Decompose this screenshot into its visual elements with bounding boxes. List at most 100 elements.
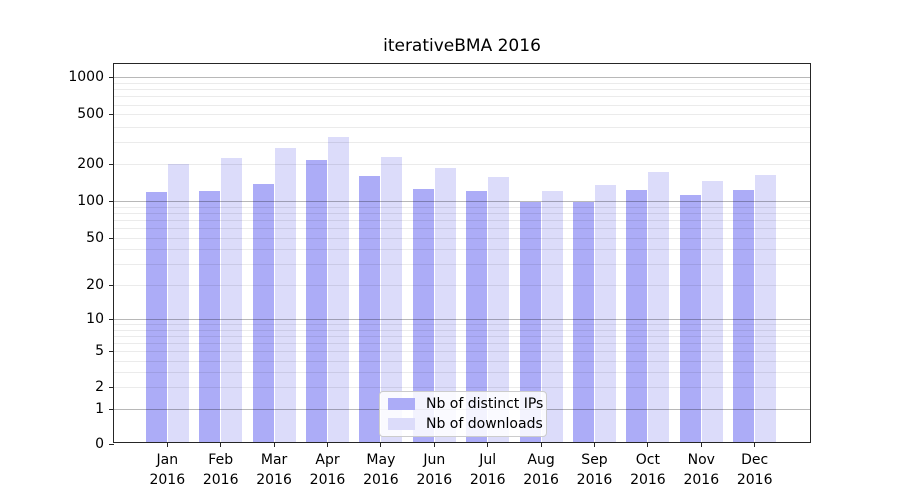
bar-nb-of-downloads-feb xyxy=(221,158,243,442)
bar-nb-of-distinct-ips-jun xyxy=(412,188,434,442)
minor-gridline-2 xyxy=(114,387,810,389)
y-tick-label-5: 5 xyxy=(95,343,104,360)
y-tick-0 xyxy=(109,444,114,445)
legend-item-downloads: Nb of downloads xyxy=(388,416,543,432)
x-tick-sep xyxy=(594,442,595,447)
month-label: Aug xyxy=(527,452,555,468)
bar-nb-of-downloads-sep xyxy=(595,184,616,442)
x-tick-label-apr: Apr 2016 xyxy=(310,450,346,490)
legend-label-distinct-ips: Nb of distinct IPs xyxy=(426,396,544,412)
bar-nb-of-downloads-aug xyxy=(541,191,563,442)
y-tick-20 xyxy=(109,284,114,286)
minor-gridline-20 xyxy=(114,284,810,286)
month-label: Nov xyxy=(687,452,715,468)
bar-nb-of-distinct-ips-aug xyxy=(519,201,541,442)
bar-nb-of-downloads-jan xyxy=(167,164,189,442)
legend: Nb of distinct IPs Nb of downloads xyxy=(379,391,547,437)
x-tick-apr xyxy=(327,442,328,447)
y-tick-label-2: 2 xyxy=(95,379,104,396)
x-tick-label-nov: Nov 2016 xyxy=(683,450,719,490)
bar-nb-of-downloads-jun xyxy=(434,168,456,442)
bar-nb-of-downloads-nov xyxy=(701,180,723,442)
bar-nb-of-distinct-ips-apr xyxy=(306,159,327,442)
month-label: Jan xyxy=(156,452,179,468)
minor-gridline-700 xyxy=(114,96,810,98)
legend-swatch-distinct-ips xyxy=(388,398,415,410)
chart-title: iterativeBMA 2016 xyxy=(383,36,541,56)
bar-nb-of-downloads-oct xyxy=(648,172,670,442)
y-tick-label-10: 10 xyxy=(86,311,104,328)
year-label: 2016 xyxy=(576,472,613,488)
year-label: 2016 xyxy=(736,472,773,488)
minor-gridline-500 xyxy=(114,114,810,116)
minor-gridline-40 xyxy=(114,249,810,251)
x-tick-label-jun: Jun 2016 xyxy=(416,450,452,490)
y-tick-label-200: 200 xyxy=(77,155,104,172)
y-tick-5 xyxy=(109,351,114,353)
year-label: 2016 xyxy=(202,472,239,488)
bar-nb-of-distinct-ips-jul xyxy=(466,190,488,442)
minor-gridline-300 xyxy=(114,142,810,143)
month-label: Oct xyxy=(635,452,660,468)
minor-gridline-800 xyxy=(114,89,810,91)
y-tick-1000 xyxy=(109,77,114,78)
minor-gridline-70 xyxy=(114,219,810,221)
bar-nb-of-distinct-ips-may xyxy=(359,175,381,442)
minor-gridline-3 xyxy=(114,372,810,374)
x-tick-label-aug: Aug 2016 xyxy=(523,450,559,490)
x-tick-jan xyxy=(166,442,168,447)
y-tick-1 xyxy=(109,408,114,410)
bar-nb-of-distinct-ips-jan xyxy=(145,191,167,442)
bar-nb-of-downloads-apr xyxy=(328,137,349,442)
bar-nb-of-distinct-ips-nov xyxy=(679,194,701,442)
major-gridline-1000 xyxy=(114,77,810,78)
year-label: 2016 xyxy=(363,472,399,488)
minor-gridline-4 xyxy=(114,360,810,362)
minor-gridline-6 xyxy=(114,343,810,344)
bar-nb-of-distinct-ips-feb xyxy=(199,190,221,442)
x-tick-label-may: May 2016 xyxy=(363,450,399,490)
year-label: 2016 xyxy=(149,472,186,488)
year-label: 2016 xyxy=(683,472,720,488)
y-tick-2 xyxy=(109,387,114,389)
y-tick-100 xyxy=(109,201,114,202)
minor-gridline-7 xyxy=(114,336,810,337)
y-tick-label-20: 20 xyxy=(86,276,104,293)
x-tick-label-mar: Mar 2016 xyxy=(256,450,292,490)
month-label: Dec xyxy=(741,452,769,468)
y-tick-200 xyxy=(109,163,114,165)
minor-gridline-8 xyxy=(114,329,810,331)
minor-gridline-9 xyxy=(114,324,810,326)
bar-nb-of-downloads-dec xyxy=(755,174,777,442)
legend-label-downloads: Nb of downloads xyxy=(426,416,543,432)
major-gridline-100 xyxy=(114,201,810,202)
year-label: 2016 xyxy=(523,472,559,488)
x-tick-nov xyxy=(700,442,702,447)
minor-gridline-600 xyxy=(114,104,810,106)
x-tick-jul xyxy=(487,442,489,447)
minor-gridline-50 xyxy=(114,237,810,239)
month-label: Jul xyxy=(479,452,497,468)
x-tick-label-feb: Feb 2016 xyxy=(203,450,239,490)
bar-nb-of-downloads-mar xyxy=(274,147,296,442)
y-tick-50 xyxy=(109,237,114,239)
y-tick-label-500: 500 xyxy=(77,106,104,123)
x-tick-label-dec: Dec 2016 xyxy=(737,450,773,490)
x-tick-jun xyxy=(433,442,435,447)
month-label: Feb xyxy=(208,452,234,468)
y-tick-500 xyxy=(109,114,114,116)
month-label: May xyxy=(366,452,396,468)
bar-nb-of-downloads-jul xyxy=(488,177,510,442)
minor-gridline-900 xyxy=(114,82,810,84)
y-tick-10 xyxy=(109,319,114,321)
x-tick-oct xyxy=(647,442,649,447)
bar-nb-of-distinct-ips-mar xyxy=(252,183,274,442)
y-tick-label-50: 50 xyxy=(86,229,104,246)
minor-gridline-400 xyxy=(114,126,810,128)
minor-gridline-200 xyxy=(114,163,810,165)
bar-nb-of-distinct-ips-oct xyxy=(626,189,648,442)
minor-gridline-90 xyxy=(114,206,810,208)
y-tick-label-1000: 1000 xyxy=(68,69,104,85)
y-tick-label-1: 1 xyxy=(95,400,104,417)
